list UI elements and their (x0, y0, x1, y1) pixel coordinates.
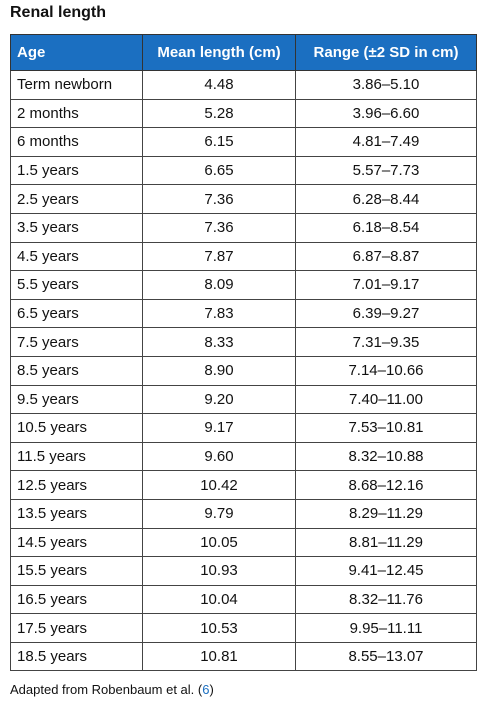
table-cell: 8.29–11.29 (295, 498, 477, 529)
table-cell: 8.32–10.88 (295, 441, 477, 472)
table-cell: 7.36 (142, 212, 296, 243)
table-cell: 13.5 years (10, 498, 143, 529)
table-cell: 9.60 (142, 441, 296, 472)
table-cell: 9.79 (142, 498, 296, 529)
table-body: Term newborn 4.48 3.86–5.10 2 months 5.28 3.9… (10, 70, 477, 672)
table-cell: 1.5 years (10, 155, 143, 186)
column-header: Age (10, 34, 143, 71)
table-cell: 6.87–8.87 (295, 241, 477, 272)
table-cell: 10.53 (142, 613, 296, 643)
table-cell: 16.5 years (10, 584, 143, 615)
table-cell: 8.32–11.76 (295, 584, 477, 615)
table-cell: 2 months (10, 98, 143, 129)
footnote-text: Adapted from Robenbaum et al. ( (10, 682, 203, 697)
table-row: 9.5 years 9.20 7.40–11.00 (10, 384, 477, 415)
table-cell: 2.5 years (10, 184, 143, 214)
table-cell: 3.96–6.60 (295, 98, 477, 129)
table-cell: 6 months (10, 127, 143, 157)
table-cell: 10.5 years (10, 413, 143, 443)
table-cell: 7.53–10.81 (295, 413, 477, 443)
table-row: 16.5 years 10.04 8.32–11.76 (10, 584, 477, 615)
table-cell: 6.18–8.54 (295, 212, 477, 243)
table-cell: 7.36 (142, 184, 296, 214)
renal-table: Age Mean length (cm) Range (±2 SD in cm) T… (10, 34, 477, 672)
table-cell: 4.48 (142, 70, 296, 100)
table-cell: 4.5 years (10, 241, 143, 272)
table-cell: 6.15 (142, 127, 296, 157)
table-cell: 9.5 years (10, 384, 143, 415)
table-cell: 3.5 years (10, 212, 143, 243)
table-head: Age Mean length (cm) Range (±2 SD in cm) (10, 34, 477, 71)
table-cell: 7.40–11.00 (295, 384, 477, 415)
table-row: 1.5 years 6.65 5.57–7.73 (10, 155, 477, 186)
table-cell: 10.05 (142, 527, 296, 558)
table-cell: 8.68–12.16 (295, 470, 477, 500)
table-row: 6.5 years 7.83 6.39–9.27 (10, 298, 477, 329)
column-header: Range (±2 SD in cm) (295, 34, 477, 71)
reference-link[interactable]: 6 (202, 682, 210, 697)
table-row: 10.5 years 9.17 7.53–10.81 (10, 413, 477, 443)
table-cell: 5.28 (142, 98, 296, 129)
table-row: 14.5 years 10.05 8.81–11.29 (10, 527, 477, 558)
table-cell: 6.39–9.27 (295, 298, 477, 329)
footnote: Adapted from Robenbaum et al. (6) (10, 682, 214, 697)
table-cell: 8.90 (142, 355, 296, 386)
table-cell: 9.20 (142, 384, 296, 415)
header-row: Age Mean length (cm) Range (±2 SD in cm) (10, 34, 477, 71)
table-cell: 11.5 years (10, 441, 143, 472)
table-row: 7.5 years 8.33 7.31–9.35 (10, 327, 477, 357)
table-cell: 4.81–7.49 (295, 127, 477, 157)
table-row: 15.5 years 10.93 9.41–12.45 (10, 556, 477, 586)
table-cell: 8.09 (142, 270, 296, 300)
table-cell: 5.57–7.73 (295, 155, 477, 186)
table-cell: 7.31–9.35 (295, 327, 477, 357)
table-cell: 3.86–5.10 (295, 70, 477, 100)
table-cell: 7.01–9.17 (295, 270, 477, 300)
table-title: Renal length (10, 4, 107, 21)
table-row: Term newborn 4.48 3.86–5.10 (10, 70, 477, 100)
table-row: 2 months 5.28 3.96–6.60 (10, 98, 477, 129)
table-cell: 9.95–11.11 (295, 613, 477, 643)
table-row: 4.5 years 7.87 6.87–8.87 (10, 241, 477, 272)
table-row: 18.5 years 10.81 8.55–13.07 (10, 641, 477, 672)
table-cell: Term newborn (10, 70, 143, 100)
table-cell: 10.04 (142, 584, 296, 615)
table-cell: 9.17 (142, 413, 296, 443)
table-cell: 8.55–13.07 (295, 641, 477, 672)
table-cell: 17.5 years (10, 613, 143, 643)
table-cell: 6.65 (142, 155, 296, 186)
table-cell: 5.5 years (10, 270, 143, 300)
table-cell: 7.5 years (10, 327, 143, 357)
table-cell: 14.5 years (10, 527, 143, 558)
table-cell: 10.81 (142, 641, 296, 672)
table-cell: 7.14–10.66 (295, 355, 477, 386)
table-cell: 8.81–11.29 (295, 527, 477, 558)
table-cell: 7.83 (142, 298, 296, 329)
column-header: Mean length (cm) (142, 34, 296, 71)
footnote-text: ) (209, 682, 214, 697)
table-row: 17.5 years 10.53 9.95–11.11 (10, 613, 477, 643)
table-row: 12.5 years 10.42 8.68–12.16 (10, 470, 477, 500)
table-cell: 10.93 (142, 556, 296, 586)
table-cell: 15.5 years (10, 556, 143, 586)
table-cell: 8.33 (142, 327, 296, 357)
table-row: 8.5 years 8.90 7.14–10.66 (10, 355, 477, 386)
table-row: 6 months 6.15 4.81–7.49 (10, 127, 477, 157)
table-cell: 6.28–8.44 (295, 184, 477, 214)
table-row: 5.5 years 8.09 7.01–9.17 (10, 270, 477, 300)
table-cell: 8.5 years (10, 355, 143, 386)
table-row: 11.5 years 9.60 8.32–10.88 (10, 441, 477, 472)
table-row: 13.5 years 9.79 8.29–11.29 (10, 498, 477, 529)
table-cell: 18.5 years (10, 641, 143, 672)
table-cell: 6.5 years (10, 298, 143, 329)
table-cell: 9.41–12.45 (295, 556, 477, 586)
table-cell: 7.87 (142, 241, 296, 272)
table-row: 3.5 years 7.36 6.18–8.54 (10, 212, 477, 243)
table-cell: 12.5 years (10, 470, 143, 500)
table-cell: 10.42 (142, 470, 296, 500)
table-row: 2.5 years 7.36 6.28–8.44 (10, 184, 477, 214)
